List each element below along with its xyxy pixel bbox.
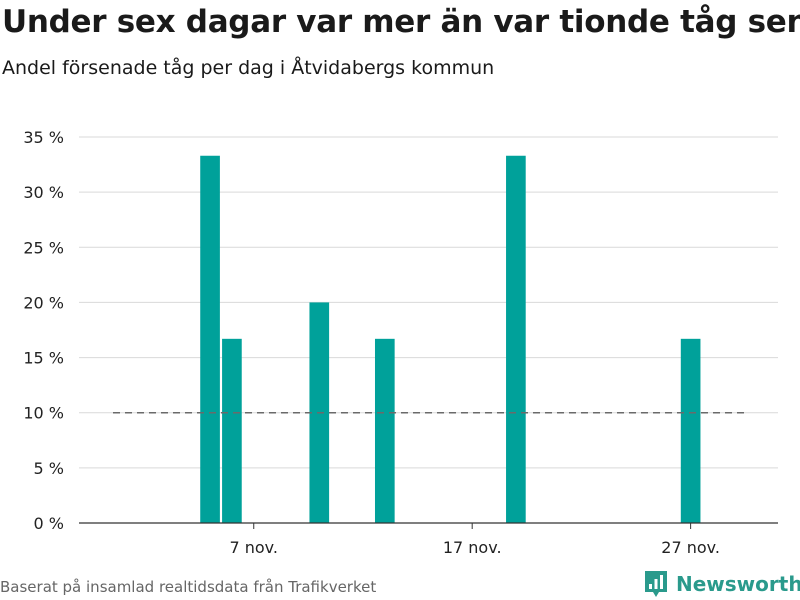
x-tick-label: 17 nov. (443, 538, 502, 557)
grid-lines (79, 136, 778, 469)
y-tick-label: 10 % (23, 404, 64, 423)
bar (222, 338, 242, 523)
y-tick-label: 20 % (23, 293, 64, 312)
y-axis-labels: 0 % 5 % 10 % 15 % 20 % 25 % 30 % 35 % (23, 128, 64, 533)
bar (374, 338, 395, 523)
y-tick-label: 5 % (34, 459, 64, 478)
x-axis (79, 522, 778, 529)
brand: Newsworthy (644, 569, 800, 599)
chart-subtitle: Andel försenade tåg per dag i Åtvidaberg… (2, 57, 495, 79)
x-axis-labels: 7 nov. 17 nov. 27 nov. (229, 538, 719, 557)
source-note: Baserat på insamlad realtidsdata från Tr… (0, 578, 377, 596)
y-tick-label: 30 % (23, 183, 64, 202)
y-tick-label: 25 % (23, 238, 64, 257)
bar (680, 338, 701, 523)
brand-name: Newsworthy (676, 572, 800, 596)
y-tick-label: 15 % (23, 349, 64, 368)
y-tick-label: 0 % (34, 514, 64, 533)
y-tick-label: 35 % (23, 128, 64, 147)
bars (200, 155, 701, 523)
bar (200, 155, 220, 523)
bar-chart: 0 % 5 % 10 % 15 % 20 % 25 % 30 % 35 % 7 nov. 17 … (23, 128, 778, 557)
x-tick-label: 27 nov. (661, 538, 720, 557)
bar (506, 155, 526, 523)
chart-title: Under sex dagar var mer än var tionde tå… (2, 4, 800, 40)
x-tick-label: 7 nov. (229, 538, 278, 557)
newsworthy-logo-icon (645, 571, 667, 597)
